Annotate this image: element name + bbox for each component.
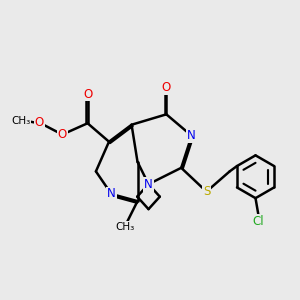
Text: O: O — [83, 88, 92, 100]
Text: N: N — [107, 188, 116, 200]
Text: O: O — [162, 81, 171, 94]
Text: CH₃: CH₃ — [11, 116, 31, 126]
Text: Cl: Cl — [253, 215, 264, 228]
Text: O: O — [35, 116, 44, 129]
Text: N: N — [187, 129, 196, 142]
Text: S: S — [203, 185, 210, 198]
Text: CH₃: CH₃ — [115, 222, 134, 232]
Text: O: O — [58, 128, 67, 141]
Text: N: N — [144, 178, 153, 191]
